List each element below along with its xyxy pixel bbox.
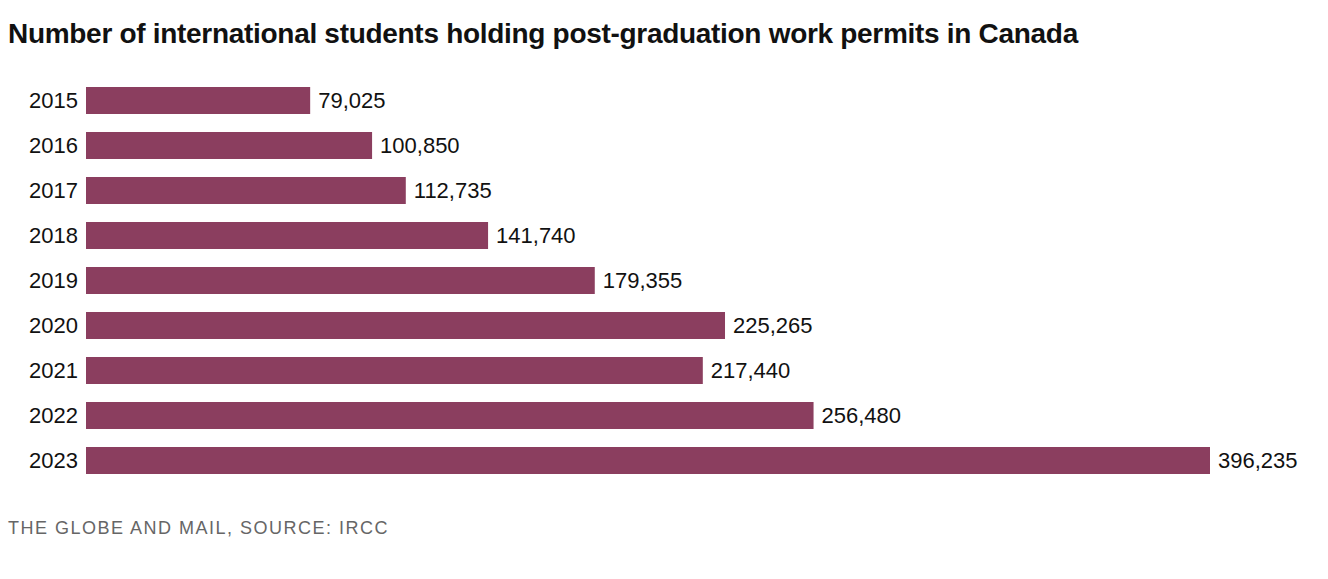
html-text:Number of international studen: Number of international students holding… <box>8 18 1078 49</box>
svg-text:141,740: 141,740 <box>496 223 576 248</box>
svg-text:2018: 2018 <box>29 223 78 248</box>
svg-text:396,235: 396,235 <box>1218 448 1298 473</box>
svg-text:2019: 2019 <box>29 268 78 293</box>
svg-text:2015: 2015 <box>29 88 78 113</box>
svg-text:100,850: 100,850 <box>380 133 460 158</box>
svg-text:2016: 2016 <box>29 133 78 158</box>
svg-text:225,265: 225,265 <box>733 313 813 338</box>
html-text:THE GLOBE AND MAIL, SOURCE: IR: THE GLOBE AND MAIL, SOURCE: IRCC <box>8 518 390 538</box>
svg-text:217,440: 217,440 <box>711 358 791 383</box>
svg-text:2020: 2020 <box>29 313 78 338</box>
svg-text:2021: 2021 <box>29 358 78 383</box>
svg-text:79,025: 79,025 <box>318 88 385 113</box>
svg-text:112,735: 112,735 <box>414 178 492 203</box>
svg-text:179,355: 179,355 <box>603 268 683 293</box>
svg-text:2022: 2022 <box>29 403 78 428</box>
svg-text:2017: 2017 <box>29 178 78 203</box>
svg-text:256,480: 256,480 <box>822 403 902 428</box>
svg-text:2023: 2023 <box>29 448 78 473</box>
